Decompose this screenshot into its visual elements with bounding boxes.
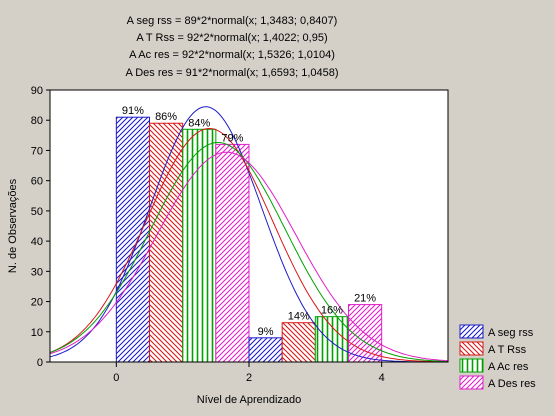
legend-label-a-seg-rss: A seg rss xyxy=(488,327,534,339)
bar-a-seg-rss-bin-2 xyxy=(248,337,283,363)
y-tick-label: 0 xyxy=(37,357,43,369)
bar-a-t-rss-bin-1 xyxy=(149,122,184,363)
curves-layer xyxy=(49,106,449,363)
bar-a-des-res-bin-1 xyxy=(215,143,250,363)
bar-label-a-ac-res-bin-2: 16% xyxy=(321,305,343,317)
x-axis-label: Nível de Aprendizado xyxy=(197,394,302,406)
legend-label-a-t-rss: A T Rss xyxy=(488,344,527,356)
y-tick-label: 90 xyxy=(31,85,43,97)
x-tick-label: 4 xyxy=(379,372,385,384)
bar-label-a-des-res-bin-2: 21% xyxy=(354,293,376,305)
y-tick-label: 70 xyxy=(31,145,43,157)
bar-label-a-t-rss-bin-2: 14% xyxy=(288,311,310,323)
x-tick-label: 0 xyxy=(113,372,119,384)
y-tick-label: 30 xyxy=(31,266,43,278)
curve-a-des-res xyxy=(49,151,449,362)
legend: A seg rss A T Rss A Ac res A Des res xyxy=(459,324,536,390)
title-line-4: A Des res = 91*2*normal(x; 1,6593; 1,045… xyxy=(125,67,338,79)
y-tick-label: 40 xyxy=(31,236,43,248)
y-tick-label: 20 xyxy=(31,297,43,309)
y-axis-label: N. de Observações xyxy=(7,178,19,273)
y-tick-label: 80 xyxy=(31,115,43,127)
curve-a-seg-rss xyxy=(49,106,448,363)
x-tick-label: 2 xyxy=(246,372,252,384)
y-tick-label: 50 xyxy=(31,206,43,218)
legend-swatch-a-des-res xyxy=(459,375,484,390)
y-tick-label: 60 xyxy=(31,176,43,188)
legend-swatch-a-ac-res xyxy=(459,358,484,373)
title-line-1: A seg rss = 89*2*normal(x; 1,3483; 0,840… xyxy=(127,15,338,27)
y-tick-label: 10 xyxy=(31,327,43,339)
legend-swatch-a-t-rss xyxy=(459,341,484,356)
legend-label-a-ac-res: A Ac res xyxy=(488,361,529,373)
bar-labels-layer: 91% 86% 84% 79% 9% 14% 16% 21% xyxy=(122,105,376,338)
bar-label-a-seg-rss-bin-1: 91% xyxy=(122,105,144,117)
bar-label-a-seg-rss-bin-2: 9% xyxy=(258,326,274,338)
chart-title: A seg rss = 89*2*normal(x; 1,3483; 0,840… xyxy=(125,15,338,79)
bar-label-a-t-rss-bin-1: 86% xyxy=(155,111,177,123)
bar-a-seg-rss-bin-1 xyxy=(115,116,151,363)
y-axis: 0 10 20 30 40 50 60 70 80 90 xyxy=(31,85,50,369)
bar-a-t-rss-bin-2 xyxy=(281,322,316,363)
curve-a-ac-res xyxy=(49,142,449,362)
x-axis: 0 2 4 xyxy=(113,362,385,384)
legend-swatch-a-seg-rss xyxy=(459,324,484,339)
bar-label-a-des-res-bin-1: 79% xyxy=(221,132,243,144)
title-line-3: A Ac res = 92*2*normal(x; 1,5326; 1,0104… xyxy=(129,49,335,61)
bar-label-a-ac-res-bin-1: 84% xyxy=(188,117,210,129)
legend-label-a-des-res: A Des res xyxy=(488,378,536,390)
curve-a-t-rss xyxy=(49,127,448,363)
title-line-2: A T Rss = 92*2*normal(x; 1,4022; 0,95) xyxy=(136,32,327,44)
